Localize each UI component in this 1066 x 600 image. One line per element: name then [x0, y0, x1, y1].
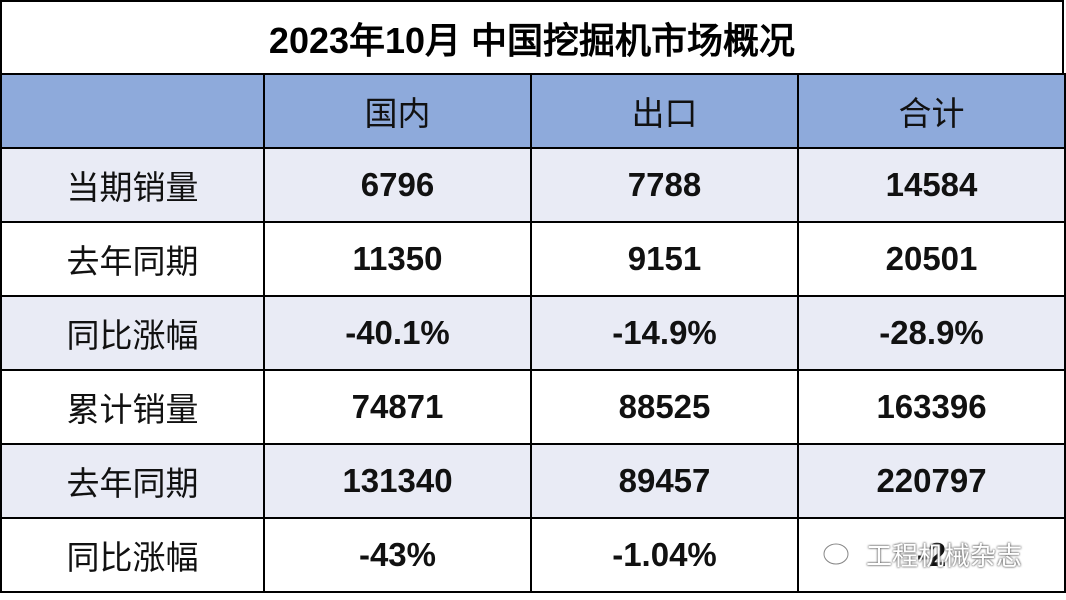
table-cell: -2	[797, 517, 1066, 593]
row-label: 同比涨幅	[0, 517, 265, 593]
table-cell: -28.9%	[797, 295, 1066, 371]
table-cell: 163396	[797, 369, 1066, 445]
table-cell: -43%	[263, 517, 532, 593]
table-cell: -14.9%	[530, 295, 799, 371]
header-cell	[0, 73, 265, 149]
table-cell: 6796	[263, 147, 532, 223]
row-label: 累计销量	[0, 369, 265, 445]
table-cell: 88525	[530, 369, 799, 445]
table-cell: 7788	[530, 147, 799, 223]
row-label: 去年同期	[0, 443, 265, 519]
table-cell: -1.04%	[530, 517, 799, 593]
table-title: 2023年10月 中国挖掘机市场概况	[0, 0, 1064, 75]
watermark: 工程机械杂志	[822, 536, 1022, 573]
header-cell: 出口	[530, 73, 799, 149]
table-cell: 11350	[263, 221, 532, 297]
table-cell: 74871	[263, 369, 532, 445]
row-label: 同比涨幅	[0, 295, 265, 371]
table-cell: 220797	[797, 443, 1066, 519]
watermark-text: 工程机械杂志	[866, 541, 1023, 571]
table-cell: 131340	[263, 443, 532, 519]
table-cell: 9151	[530, 221, 799, 297]
row-label: 去年同期	[0, 221, 265, 297]
watermark-icon	[822, 542, 857, 567]
table-cell: 89457	[530, 443, 799, 519]
table-cell: -40.1%	[263, 295, 532, 371]
header-cell: 国内	[263, 73, 532, 149]
table-cell: 20501	[797, 221, 1066, 297]
table-cell: 14584	[797, 147, 1066, 223]
row-label: 当期销量	[0, 147, 265, 223]
header-cell: 合计	[797, 73, 1066, 149]
